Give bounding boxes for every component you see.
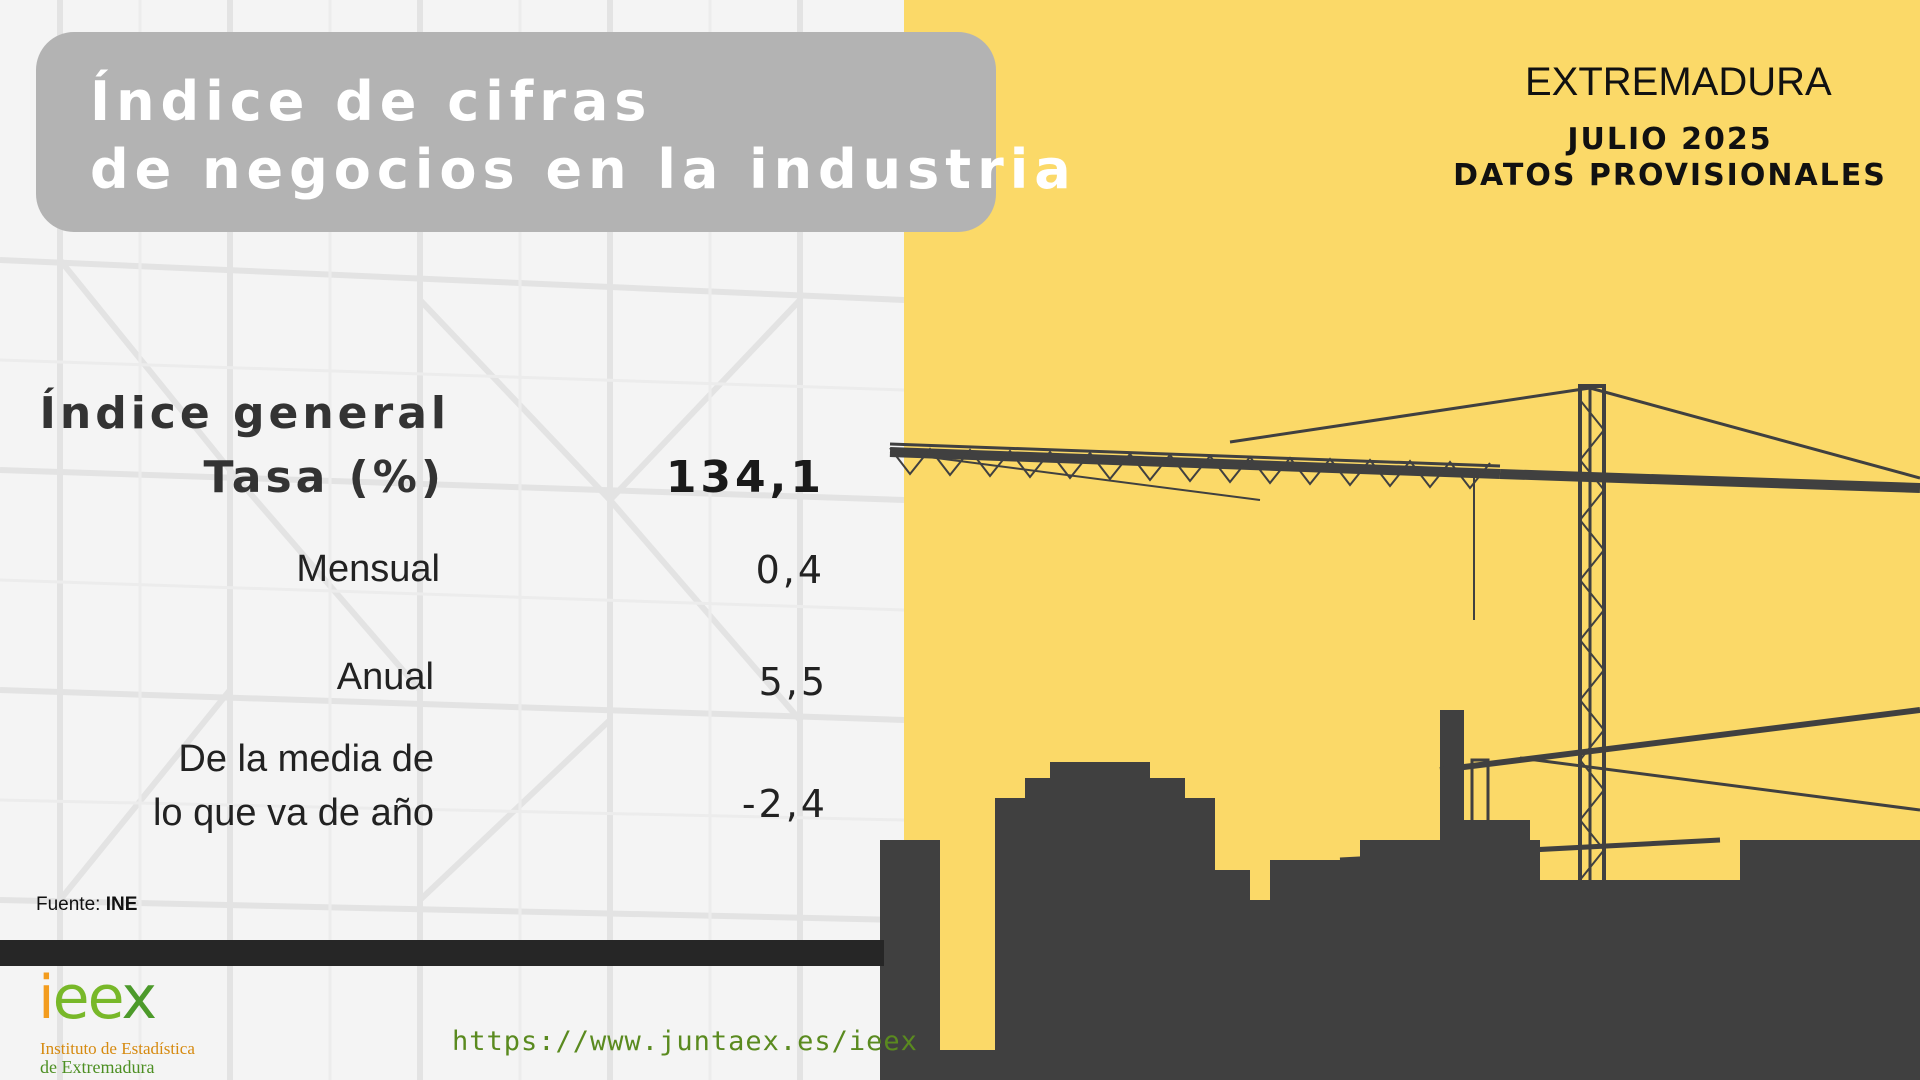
logo-letter-e1: e	[52, 963, 90, 1033]
logo-subtitle-line1: Instituto de Estadística	[40, 1039, 195, 1058]
ytd-rate-value: -2,4	[741, 782, 828, 826]
monthly-rate-value: 0,4	[755, 548, 825, 592]
logo-wordmark: ieex	[38, 963, 157, 1033]
source-name: INE	[105, 894, 138, 915]
logo-letter-i: i	[38, 963, 55, 1033]
monthly-rate-label: Mensual	[296, 548, 440, 590]
annual-rate-value: 5,5	[758, 660, 828, 704]
page-title-line1: Índice de cifras	[90, 70, 653, 133]
rate-header-label: Tasa (%)	[203, 452, 445, 503]
page-title-line2: de negocios en la industria	[90, 138, 1077, 201]
ytd-rate-label-line1: De la media de	[178, 738, 434, 780]
logo-letter-x: x	[121, 963, 156, 1033]
annual-rate-label: Anual	[336, 656, 434, 698]
logo-letter-e2: e	[87, 963, 124, 1033]
general-index-label: Índice general	[39, 388, 450, 439]
period-label: JULIO 2025 DATOS PROVISIONALES	[1440, 122, 1900, 194]
ytd-rate-label-line2: lo que va de año	[152, 792, 434, 834]
period-month: JULIO 2025	[1567, 122, 1773, 157]
website-link[interactable]: https://www.juntaex.es/ieex	[452, 1026, 918, 1057]
region-label: EXTREMADURA	[1525, 60, 1832, 104]
ieex-logo[interactable]: ieex Instituto de Estadística de Extrema…	[38, 963, 238, 1077]
title-box: Índice de cifras de negocios en la indus…	[36, 32, 1071, 232]
source-note: Fuente: INE	[36, 894, 137, 916]
construction-skyline-illustration	[880, 384, 1920, 1080]
period-status: DATOS PROVISIONALES	[1453, 158, 1887, 193]
source-prefix: Fuente:	[36, 894, 101, 915]
footer-divider	[0, 940, 884, 966]
general-index-value: 134,1	[665, 452, 825, 503]
logo-subtitle-line2: de Extremadura	[40, 1057, 155, 1077]
